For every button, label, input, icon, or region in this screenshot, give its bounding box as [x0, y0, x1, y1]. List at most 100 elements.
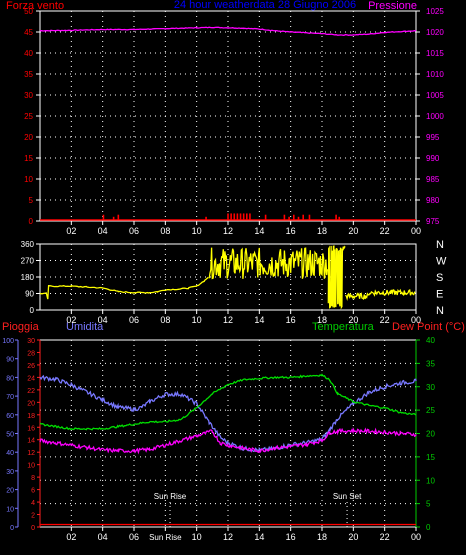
wind-speed-tick-label: 35 — [24, 70, 33, 79]
rain-tick-label: 24 — [27, 375, 35, 382]
humidity-tick-label: 50 — [6, 432, 14, 439]
x-tick-label: 00 — [411, 226, 421, 236]
rain-tick-label: 6 — [31, 488, 35, 495]
direction-tick-label: 0 — [30, 306, 35, 315]
temperature-line — [39, 373, 417, 431]
rain-tick-label: 0 — [31, 525, 35, 532]
humidity-axis-title: Umidita — [66, 321, 104, 333]
pressure-tick-label: 975 — [426, 217, 440, 226]
pressure-tick-label: 1025 — [426, 7, 444, 16]
wind-speed-tick-label: 40 — [24, 49, 33, 58]
dew-point-axis-title: Dew Point (°C) — [392, 321, 465, 333]
temperature-tick-label: 20 — [426, 430, 435, 439]
wind-speed-tick-label: 5 — [29, 196, 34, 205]
humidity-tick-label: 0 — [10, 525, 14, 532]
compass-label: S — [436, 272, 443, 284]
x-tick-label: 00 — [411, 315, 421, 325]
direction-tick-label: 360 — [21, 240, 35, 249]
rain-tick-label: 26 — [27, 363, 35, 370]
x-tick-label: 10 — [192, 532, 202, 542]
pressure-tick-label: 990 — [426, 154, 440, 163]
x-tick-label: Sun Rise — [149, 533, 182, 542]
temperature-tick-label: 15 — [426, 453, 435, 462]
pressure-tick-label: 980 — [426, 196, 440, 205]
rain-tick-label: 10 — [27, 463, 35, 470]
pressure-line — [40, 26, 416, 36]
humidity-tick-label: 20 — [6, 488, 14, 495]
wind-direction-noise — [344, 288, 416, 301]
chart-title: 24 hour weatherdata 28 Giugno 2006 — [174, 0, 356, 11]
humidity-tick-label: 90 — [6, 357, 14, 364]
x-tick-label: 20 — [348, 532, 358, 542]
x-tick-label: 06 — [129, 226, 139, 236]
x-tick-label: 14 — [254, 315, 264, 325]
rain-tick-label: 22 — [27, 388, 35, 395]
x-tick-label: 02 — [66, 315, 76, 325]
x-tick-label: 20 — [348, 226, 358, 236]
pressure-tick-label: 1005 — [426, 91, 444, 100]
pressure-tick-label: 995 — [426, 133, 440, 142]
humidity-tick-label: 30 — [6, 469, 14, 476]
rain-tick-label: 30 — [27, 338, 35, 345]
x-tick-label: 02 — [66, 532, 76, 542]
humidity-tick-label: 80 — [6, 375, 14, 382]
x-tick-label: 18 — [317, 532, 327, 542]
x-tick-label: 06 — [129, 315, 139, 325]
rain-tick-label: 14 — [27, 438, 35, 445]
x-tick-label: 22 — [380, 532, 390, 542]
wind-speed-tick-label: 15 — [24, 154, 33, 163]
wind-direction-noise — [327, 245, 346, 310]
wind-speed-axis-title: Forza vento — [6, 0, 64, 12]
temperature-tick-label: 10 — [426, 476, 435, 485]
temperature-tick-label: 40 — [426, 336, 435, 345]
x-tick-label: 12 — [223, 315, 233, 325]
temperature-tick-label: 5 — [426, 500, 431, 509]
dew-point-line — [39, 426, 417, 455]
humidity-tick-label: 60 — [6, 413, 14, 420]
x-tick-label: 04 — [98, 315, 108, 325]
temperature-tick-label: 35 — [426, 359, 435, 368]
humidity-tick-label: 10 — [6, 506, 14, 513]
wind-speed-tick-label: 50 — [24, 7, 33, 16]
direction-tick-label: 270 — [21, 257, 35, 266]
compass-label: N — [436, 239, 444, 251]
wind-speed-tick-label: 0 — [29, 217, 34, 226]
x-tick-label: 18 — [317, 226, 327, 236]
x-tick-label: 14 — [254, 532, 264, 542]
x-tick-label: 20 — [348, 315, 358, 325]
compass-label: W — [436, 256, 447, 268]
wind-speed-tick-label: 10 — [24, 175, 33, 184]
wind-direction-noise — [208, 247, 329, 280]
pressure-tick-label: 985 — [426, 175, 440, 184]
x-tick-label: 02 — [66, 226, 76, 236]
x-tick-label: 14 — [254, 226, 264, 236]
x-tick-label: 16 — [286, 532, 296, 542]
x-tick-label: 04 — [98, 226, 108, 236]
sun-event-label: Sun Rise — [154, 492, 187, 501]
compass-label: N — [436, 305, 444, 317]
wind-direction-line — [39, 276, 209, 300]
pressure-tick-label: 1010 — [426, 70, 444, 79]
rain-axis-title: Pioggia — [2, 321, 40, 333]
wind-speed-tick-label: 45 — [24, 28, 33, 37]
rain-tick-label: 2 — [31, 513, 35, 520]
x-tick-label: 18 — [317, 315, 327, 325]
sun-event-label: Sun Set — [333, 492, 362, 501]
x-tick-label: 08 — [160, 226, 170, 236]
direction-tick-label: 180 — [21, 273, 35, 282]
wind-speed-tick-label: 25 — [24, 112, 33, 121]
x-tick-label: 16 — [286, 226, 296, 236]
rain-tick-label: 4 — [31, 500, 35, 507]
x-tick-label: 12 — [223, 532, 233, 542]
rain-tick-label: 20 — [27, 400, 35, 407]
temperature-axis-title: Temperatura — [312, 321, 375, 333]
x-tick-label: 08 — [160, 315, 170, 325]
humidity-tick-label: 70 — [6, 394, 14, 401]
humidity-tick-label: 40 — [6, 450, 14, 457]
compass-label: E — [436, 289, 443, 301]
x-tick-label: 22 — [380, 226, 390, 236]
